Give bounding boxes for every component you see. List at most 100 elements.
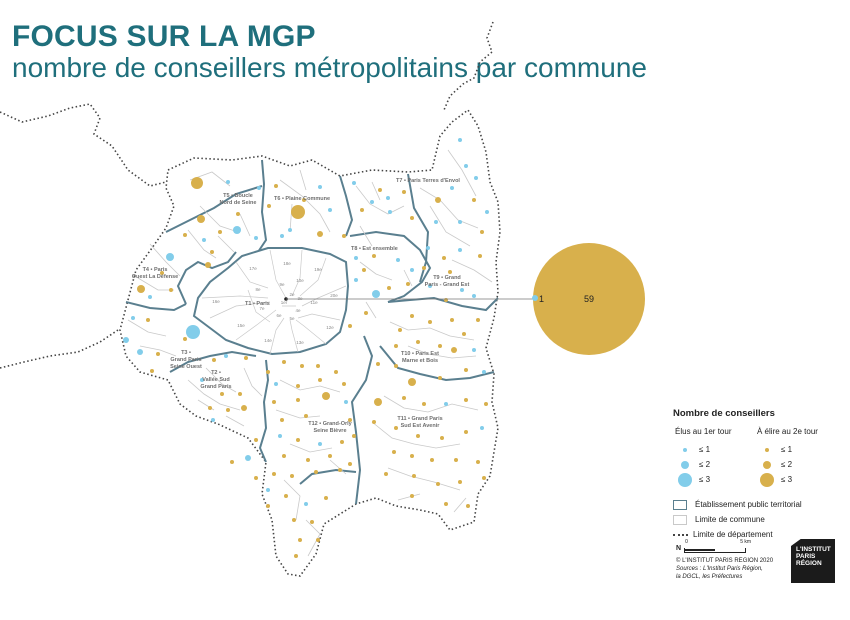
elus-commune-circle-49 <box>370 200 374 204</box>
commune-mesh-north <box>189 149 493 283</box>
ept-boundary-t5-t6 <box>257 159 268 253</box>
legend-ept: Établissement public territorial <box>673 497 843 512</box>
a-elire-commune-circle-8 <box>205 262 211 268</box>
a-elire-commune-circle-137 <box>272 400 276 404</box>
arr-label-11: 11e <box>310 300 318 305</box>
elus-commune-circle-62 <box>458 220 462 224</box>
paris-boundary <box>192 247 350 356</box>
elus-commune-circle-9 <box>166 253 174 261</box>
arr-label-9: 9e <box>279 282 285 287</box>
a-elire-commune-circle-19 <box>156 352 160 356</box>
elus-commune-circle-14 <box>131 316 135 320</box>
arr-label-7: 7e <box>259 306 265 311</box>
a-elire-commune-circle-91 <box>476 318 480 322</box>
elus-commune-circle-47 <box>352 181 356 185</box>
legend-col-a-elire-head: À élire au 2e tour <box>757 427 818 436</box>
logo-line-2: PARIS <box>796 552 816 560</box>
commune-mesh-west <box>127 229 235 357</box>
a-elire-commune-circle-111 <box>416 434 420 438</box>
a-elire-commune-circle-85 <box>348 324 352 328</box>
a-elire-commune-circle-148 <box>352 434 356 438</box>
a-elire-commune-circle-132 <box>334 370 338 374</box>
a-elire-commune-circle-123 <box>458 480 462 484</box>
elus-commune-circle-157 <box>304 502 308 506</box>
elus-commune-circle-75 <box>460 288 464 292</box>
a-elire-commune-circle-98 <box>394 364 398 368</box>
elus-commune-circle-133 <box>274 382 278 386</box>
a-elire-commune-circle-30 <box>241 405 247 411</box>
a-elire-commune-circle-145 <box>296 438 300 442</box>
a-elire-commune-circle-136 <box>342 382 346 386</box>
ept-boundary-t3-t2 <box>169 350 257 373</box>
elus-commune-circle-167 <box>266 488 270 492</box>
legend-title: Nombre de conseillers <box>673 408 775 419</box>
a-elire-commune-circle-42 <box>342 234 346 238</box>
a-elire-commune-circle-115 <box>392 450 396 454</box>
a-elire-commune-circle-7 <box>210 250 214 254</box>
a-elire-commune-circle-76 <box>444 298 448 302</box>
legend-label-elus-2: ≤ 2 <box>699 460 711 469</box>
legend-col-elus: Élus au 1er tour ≤ 1 ≤ 2 ≤ 3 <box>675 427 731 487</box>
a-elire-commune-circle-131 <box>316 364 320 368</box>
a-elire-commune-circle-158 <box>324 496 328 500</box>
elus-commune-circle-114 <box>480 426 484 430</box>
label-t9: T9 • Grand Paris - Grand Est <box>425 275 470 288</box>
a-elire-commune-circle-54 <box>410 216 414 220</box>
scale-label-0: 0 <box>685 539 688 546</box>
elus-commune-circle-1 <box>226 180 230 184</box>
legend-departement: Limite de département <box>673 527 843 542</box>
a-elire-commune-circle-60 <box>472 198 476 202</box>
logo-line-1: L'INSTITUT <box>796 546 831 553</box>
a-elire-commune-circle-34 <box>254 438 258 442</box>
legend-commune-label: Limite de commune <box>695 515 765 524</box>
commune-limits <box>127 149 493 557</box>
a-elire-commune-circle-118 <box>454 458 458 462</box>
a-elire-commune-circle-51 <box>402 190 406 194</box>
a-elire-commune-circle-29 <box>226 408 230 412</box>
legend-col-a-elire: À élire au 2e tour ≤ 1 ≤ 2 ≤ 3 <box>757 427 818 487</box>
elus-commune-circle-18 <box>186 325 200 339</box>
a-elire-commune-circle-108 <box>484 402 488 406</box>
a-elire-commune-circle-11 <box>160 271 164 275</box>
elus-commune-circle-74 <box>428 284 432 288</box>
arr-label-15: 15e <box>237 323 245 328</box>
label-t4: T4 • Paris Ouest La Défense <box>132 267 178 280</box>
a-elire-commune-circle-73 <box>406 282 410 286</box>
arr-label-14: 14e <box>264 338 272 343</box>
a-elire-commune-circle-126 <box>444 502 448 506</box>
legend-ept-label: Établissement public territorial <box>695 500 802 509</box>
ept-boundary-t9-t10 <box>387 296 499 312</box>
ept-boundary-t4-t5 <box>165 185 263 233</box>
arr-label-18: 18e <box>283 261 291 266</box>
a-elire-commune-circle-149 <box>282 454 286 458</box>
a-elire-commune-circle-128 <box>266 370 270 374</box>
legend-label-a-elire-1: ≤ 1 <box>781 445 793 454</box>
a-elire-commune-circle-46 <box>236 212 240 216</box>
arr-label-6: 6e <box>276 313 282 318</box>
ept-boundary-t8-t9 <box>349 230 432 303</box>
elus-commune-circle-23 <box>224 354 228 358</box>
a-elire-commune-circle-4 <box>218 230 222 234</box>
elus-commune-circle-31 <box>211 418 215 422</box>
a-elire-commune-circle-52 <box>360 208 364 212</box>
paris-elus-circle <box>532 295 538 301</box>
paris-elus-count: 1 <box>539 294 544 304</box>
legend-size-columns: Élus au 1er tour ≤ 1 ≤ 2 ≤ 3 À élire au … <box>673 427 843 497</box>
a-elire-commune-circle-27 <box>238 392 242 396</box>
a-elire-commune-circle-135 <box>318 378 322 382</box>
a-elire-commune-circle-129 <box>282 360 286 364</box>
a-elire-commune-circle-107 <box>464 398 468 402</box>
a-elire-commune-circle-36 <box>274 184 278 188</box>
elus-commune-circle-56 <box>450 186 454 190</box>
a-elire-commune-circle-66 <box>442 256 446 260</box>
elus-commune-circle-16 <box>123 337 129 343</box>
a-elire-commune-circle-116 <box>410 454 414 458</box>
a-elire-commune-circle-48 <box>378 188 382 192</box>
institut-logo: L'INSTITUT PARIS RÉGION <box>791 539 835 583</box>
a-elire-commune-circle-110 <box>394 426 398 430</box>
legend-a-elire-row-2: ≤ 2 <box>757 457 818 472</box>
map-subtitle: nombre de conseillers métropolitains par… <box>12 52 647 83</box>
arr-label-3: 3e <box>297 296 303 301</box>
legend-ept-swatch <box>673 499 687 510</box>
arr-label-13: 13e <box>296 340 304 345</box>
